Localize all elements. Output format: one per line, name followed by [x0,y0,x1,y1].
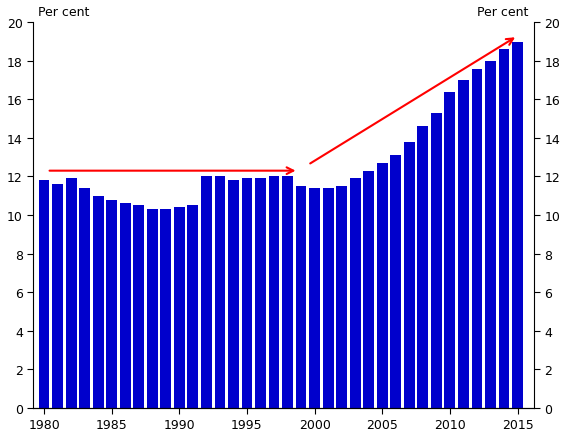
Bar [160,210,171,408]
Bar [309,189,320,408]
Bar [390,156,401,408]
Bar [282,177,293,408]
Bar [336,187,347,408]
Bar [350,179,361,408]
Bar [458,81,469,408]
Text: Per cent: Per cent [38,7,90,19]
Bar [417,127,428,408]
Bar [242,179,252,408]
Bar [295,187,307,408]
Bar [255,179,266,408]
Bar [201,177,212,408]
Bar [445,92,455,408]
Bar [498,50,509,408]
Bar [133,206,144,408]
Bar [79,189,90,408]
Bar [512,42,523,408]
Bar [93,196,104,408]
Bar [52,185,63,408]
Text: Per cent: Per cent [477,7,529,19]
Bar [147,210,158,408]
Bar [431,113,442,408]
Bar [269,177,280,408]
Bar [66,179,77,408]
Bar [39,181,49,408]
Bar [120,204,130,408]
Bar [228,181,239,408]
Bar [485,62,496,408]
Bar [363,171,374,408]
Bar [188,206,198,408]
Bar [377,163,388,408]
Bar [106,200,117,408]
Bar [323,189,333,408]
Bar [214,177,225,408]
Bar [472,69,483,408]
Bar [404,142,414,408]
Bar [174,208,185,408]
